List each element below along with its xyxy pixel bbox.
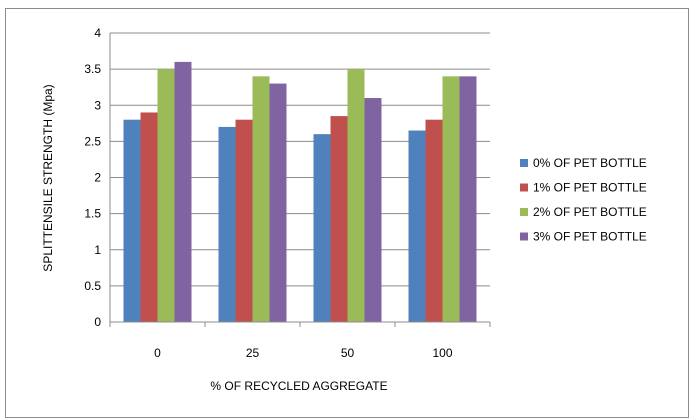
y-tick-label: 1.5 bbox=[84, 207, 101, 221]
x-tick-label: 50 bbox=[341, 346, 355, 360]
x-tick-label: 25 bbox=[246, 346, 260, 360]
legend-label: 2% OF PET BOTTLE bbox=[533, 205, 647, 219]
y-tick-label: 0 bbox=[94, 315, 101, 329]
legend-swatch bbox=[520, 208, 528, 216]
bar bbox=[459, 76, 477, 322]
bar bbox=[269, 83, 287, 322]
bar bbox=[330, 116, 348, 323]
bar bbox=[442, 76, 460, 322]
legend: 0% OF PET BOTTLE 1% OF PET BOTTLE 2% OF PE… bbox=[520, 156, 647, 244]
bar bbox=[123, 119, 141, 322]
x-axis-title: % OF RECYCLED AGGREGATE bbox=[210, 379, 387, 393]
bar bbox=[235, 119, 253, 322]
bar bbox=[408, 130, 426, 322]
bar bbox=[140, 112, 158, 322]
legend-label: 0% OF PET BOTTLE bbox=[533, 156, 647, 170]
y-axis-title: SPLITTENSILE STRENGTH (Mpa) bbox=[41, 84, 55, 271]
bar bbox=[364, 98, 382, 323]
bar bbox=[157, 69, 175, 322]
legend-label: 1% OF PET BOTTLE bbox=[533, 181, 647, 195]
y-tick-label: 3.5 bbox=[84, 62, 101, 76]
bar bbox=[313, 134, 331, 322]
y-tick-label: 0.5 bbox=[84, 279, 101, 293]
legend-swatch bbox=[520, 232, 528, 241]
y-tick-label: 2.5 bbox=[84, 134, 101, 148]
bar bbox=[174, 61, 192, 323]
bar bbox=[425, 119, 443, 322]
bar bbox=[347, 69, 365, 322]
bars bbox=[123, 61, 477, 323]
x-tick-label: 100 bbox=[432, 346, 452, 360]
bar bbox=[218, 126, 236, 322]
legend-label: 3% OF PET BOTTLE bbox=[533, 230, 647, 244]
y-tick-label: 1 bbox=[94, 243, 101, 257]
legend-swatch bbox=[520, 159, 528, 167]
y-tick-label: 4 bbox=[94, 26, 101, 40]
y-tick-label: 2 bbox=[94, 171, 101, 185]
x-tick-label: 0 bbox=[154, 346, 161, 360]
y-tick-label: 3 bbox=[94, 98, 101, 112]
legend-swatch bbox=[520, 183, 528, 192]
axes: 0 0.5 1 1.5 2 2.5 3 3.5 4 0 25 50 100 bbox=[84, 26, 491, 360]
bar bbox=[252, 76, 270, 322]
